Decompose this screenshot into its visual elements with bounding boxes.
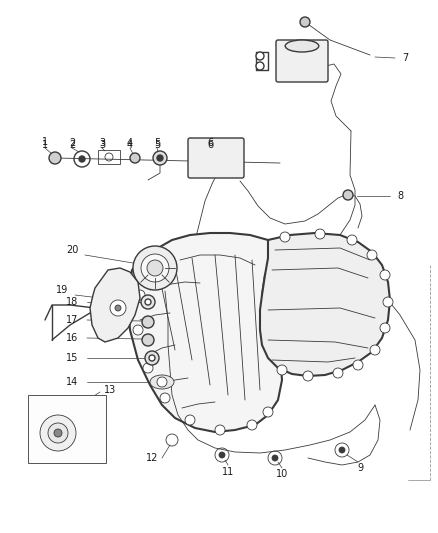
Circle shape <box>272 455 278 461</box>
Bar <box>28 395 106 463</box>
Circle shape <box>54 429 62 437</box>
Circle shape <box>145 351 159 365</box>
Circle shape <box>280 232 290 242</box>
Circle shape <box>339 447 345 453</box>
Text: 4: 4 <box>127 138 133 148</box>
FancyBboxPatch shape <box>188 138 244 178</box>
Text: 9: 9 <box>357 463 363 473</box>
Text: 19: 19 <box>56 285 68 295</box>
Text: 13: 13 <box>104 385 116 395</box>
Circle shape <box>143 363 153 373</box>
Circle shape <box>141 295 155 309</box>
Text: 10: 10 <box>276 469 288 479</box>
Circle shape <box>300 17 310 27</box>
Circle shape <box>133 246 177 290</box>
Text: 11: 11 <box>222 467 234 477</box>
Circle shape <box>333 368 343 378</box>
Circle shape <box>247 420 257 430</box>
Circle shape <box>263 407 273 417</box>
Circle shape <box>157 155 163 161</box>
Text: 8: 8 <box>397 191 403 201</box>
Text: 12: 12 <box>146 453 158 463</box>
Circle shape <box>380 323 390 333</box>
Circle shape <box>141 254 169 282</box>
Circle shape <box>219 452 225 458</box>
Text: 2: 2 <box>69 138 75 148</box>
Circle shape <box>353 360 363 370</box>
Text: 20: 20 <box>66 245 78 255</box>
Circle shape <box>135 290 145 300</box>
Circle shape <box>149 355 155 361</box>
Circle shape <box>380 270 390 280</box>
Circle shape <box>347 235 357 245</box>
Circle shape <box>147 260 163 276</box>
Circle shape <box>157 377 167 387</box>
Polygon shape <box>260 233 390 376</box>
Ellipse shape <box>150 375 174 389</box>
Text: 6: 6 <box>207 140 213 150</box>
Circle shape <box>48 423 68 443</box>
Circle shape <box>256 62 264 70</box>
Ellipse shape <box>285 40 319 52</box>
Text: 4: 4 <box>127 140 133 150</box>
Circle shape <box>140 253 150 263</box>
Circle shape <box>115 305 121 311</box>
Circle shape <box>79 156 85 162</box>
Circle shape <box>40 415 76 451</box>
Circle shape <box>303 371 313 381</box>
Text: 1: 1 <box>42 137 48 147</box>
Text: 3: 3 <box>99 140 105 150</box>
Polygon shape <box>128 233 282 432</box>
Circle shape <box>185 415 195 425</box>
Circle shape <box>133 325 143 335</box>
Polygon shape <box>90 268 140 342</box>
Circle shape <box>383 297 393 307</box>
Circle shape <box>49 152 61 164</box>
Circle shape <box>160 393 170 403</box>
Text: 18: 18 <box>66 297 78 307</box>
Text: 5: 5 <box>154 138 160 148</box>
FancyBboxPatch shape <box>276 40 328 82</box>
Circle shape <box>277 365 287 375</box>
Text: 17: 17 <box>66 315 78 325</box>
Circle shape <box>110 300 126 316</box>
Circle shape <box>130 153 140 163</box>
Text: 16: 16 <box>66 333 78 343</box>
Text: 1: 1 <box>42 140 48 150</box>
Circle shape <box>367 250 377 260</box>
Text: 15: 15 <box>66 353 78 363</box>
Circle shape <box>153 151 167 165</box>
Circle shape <box>256 52 264 60</box>
Circle shape <box>343 190 353 200</box>
Circle shape <box>142 334 154 346</box>
Circle shape <box>370 345 380 355</box>
Circle shape <box>315 229 325 239</box>
Circle shape <box>215 425 225 435</box>
Text: 3: 3 <box>99 138 105 148</box>
Circle shape <box>145 299 151 305</box>
Text: 7: 7 <box>402 53 408 63</box>
Text: 6: 6 <box>207 138 213 148</box>
Circle shape <box>142 316 154 328</box>
Text: 14: 14 <box>66 377 78 387</box>
Text: 5: 5 <box>154 140 160 150</box>
Text: 2: 2 <box>69 140 75 150</box>
